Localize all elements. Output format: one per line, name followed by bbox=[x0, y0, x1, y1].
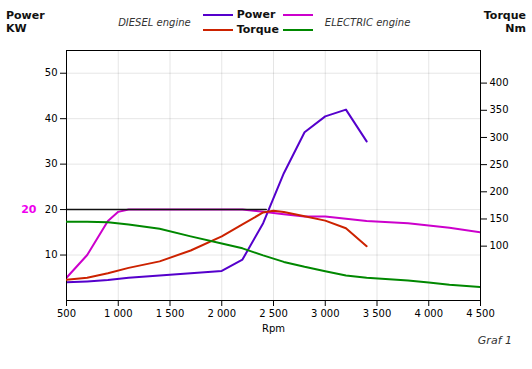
svg-text:4 500: 4 500 bbox=[466, 308, 495, 319]
svg-text:30: 30 bbox=[45, 158, 58, 169]
svg-text:1 000: 1 000 bbox=[104, 308, 133, 319]
svg-text:400: 400 bbox=[490, 77, 509, 88]
svg-text:300: 300 bbox=[490, 132, 509, 143]
svg-text:350: 350 bbox=[490, 104, 509, 115]
html-text:Torque: Torque bbox=[483, 9, 526, 22]
html-text:Power: Power bbox=[236, 8, 276, 21]
svg-text:2 500: 2 500 bbox=[259, 308, 288, 319]
svg-text:200: 200 bbox=[490, 186, 509, 197]
svg-text:20: 20 bbox=[21, 203, 37, 216]
svg-text:4 000: 4 000 bbox=[414, 308, 443, 319]
svg-text:10: 10 bbox=[45, 249, 58, 260]
svg-text:40: 40 bbox=[45, 113, 58, 124]
html-text:Graf 1: Graf 1 bbox=[477, 334, 512, 347]
svg-text:150: 150 bbox=[490, 213, 509, 224]
svg-text:250: 250 bbox=[490, 159, 509, 170]
html-text:Power: Power bbox=[6, 9, 45, 22]
svg-text:Rpm: Rpm bbox=[262, 323, 285, 334]
html-text:Torque: Torque bbox=[236, 23, 279, 36]
svg-text:2 000: 2 000 bbox=[207, 308, 236, 319]
svg-text:100: 100 bbox=[490, 240, 509, 251]
svg-text:3 000: 3 000 bbox=[311, 308, 340, 319]
html-text:ELECTRIC engine: ELECTRIC engine bbox=[324, 16, 411, 28]
html-text:DIESEL engine: DIESEL engine bbox=[118, 16, 191, 28]
html-text:Nm: Nm bbox=[505, 22, 526, 35]
html-text:KW: KW bbox=[6, 22, 27, 35]
svg-text:500: 500 bbox=[57, 308, 76, 319]
svg-text:50: 50 bbox=[45, 67, 58, 78]
svg-text:1 500: 1 500 bbox=[156, 308, 185, 319]
svg-text:20: 20 bbox=[45, 204, 58, 215]
svg-text:3 500: 3 500 bbox=[363, 308, 392, 319]
